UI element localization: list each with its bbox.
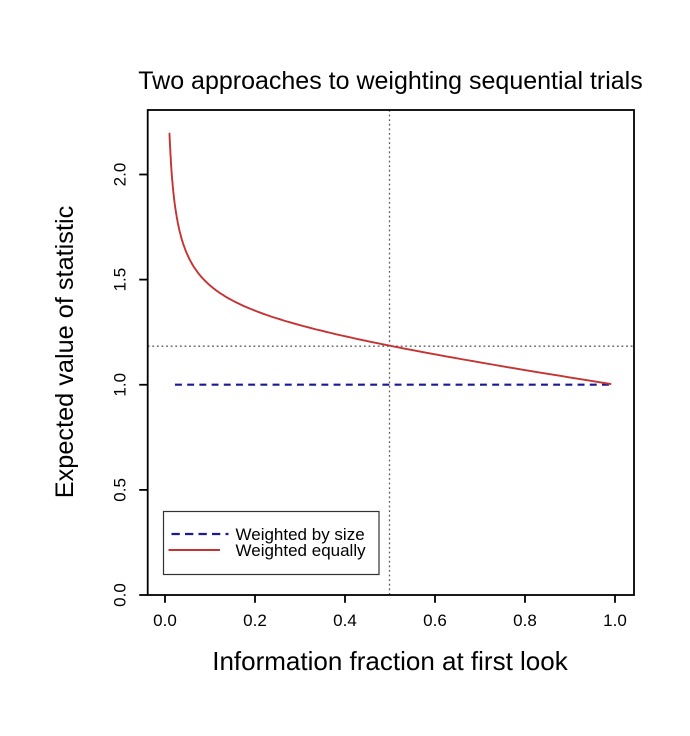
svg-text:1.0: 1.0 — [111, 373, 130, 397]
svg-text:Two approaches to weighting se: Two approaches to weighting sequential t… — [138, 67, 642, 95]
svg-text:Expected value of statistic: Expected value of statistic — [51, 206, 79, 498]
svg-text:2.0: 2.0 — [111, 163, 130, 187]
svg-text:0.0: 0.0 — [111, 583, 130, 607]
svg-text:0.5: 0.5 — [111, 478, 130, 502]
svg-text:0.0: 0.0 — [153, 611, 177, 630]
svg-text:0.8: 0.8 — [513, 611, 537, 630]
svg-text:1.0: 1.0 — [603, 611, 627, 630]
svg-text:0.6: 0.6 — [423, 611, 447, 630]
svg-text:Information fraction at first: Information fraction at first look — [212, 646, 568, 676]
svg-text:1.5: 1.5 — [111, 268, 130, 292]
svg-text:Weighted equally: Weighted equally — [236, 541, 367, 560]
svg-text:0.4: 0.4 — [333, 611, 357, 630]
svg-text:0.2: 0.2 — [243, 611, 267, 630]
svg-text:Weighted by size: Weighted by size — [236, 525, 365, 544]
